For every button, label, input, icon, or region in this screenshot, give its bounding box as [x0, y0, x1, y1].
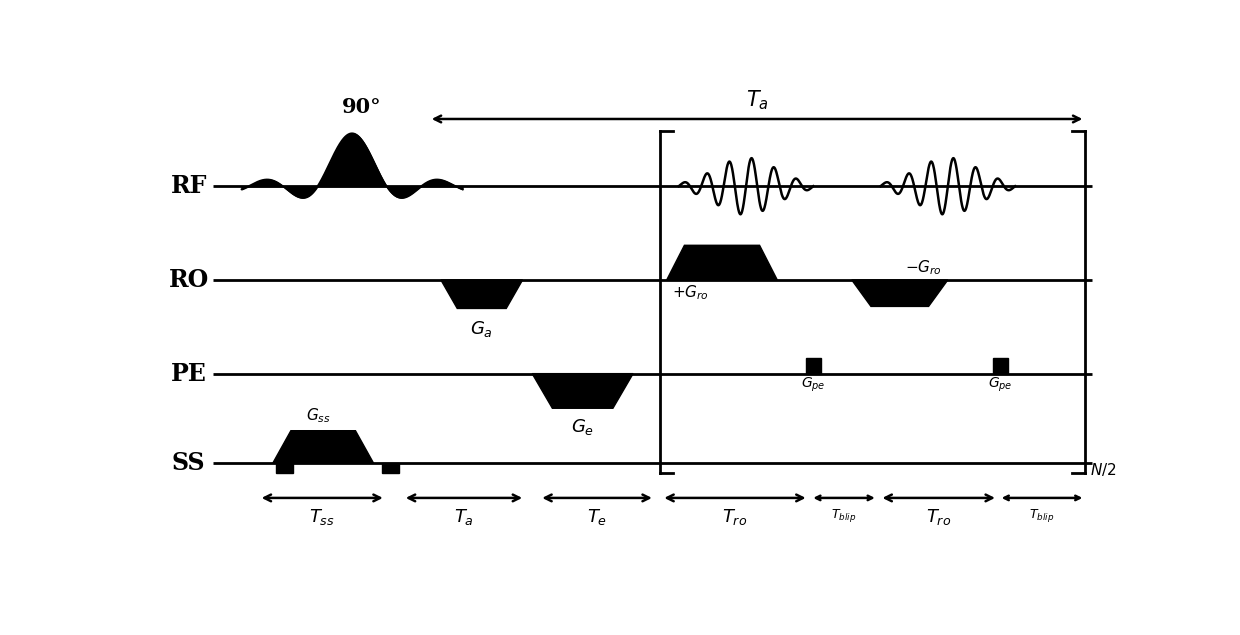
Polygon shape	[277, 464, 294, 474]
Text: $G_{ss}$: $G_{ss}$	[306, 406, 331, 425]
Text: PE: PE	[171, 362, 207, 385]
Polygon shape	[532, 373, 634, 408]
Text: $T_{ss}$: $T_{ss}$	[309, 507, 335, 527]
Text: $+G_{ro}$: $+G_{ro}$	[672, 283, 709, 302]
Text: RF: RF	[170, 174, 207, 198]
Text: $G_a$: $G_a$	[470, 319, 494, 338]
Polygon shape	[852, 280, 947, 307]
Text: $-G_{ro}$: $-G_{ro}$	[905, 258, 941, 277]
Text: $T_{ro}$: $T_{ro}$	[723, 507, 748, 527]
Polygon shape	[382, 464, 399, 474]
Polygon shape	[993, 358, 1008, 373]
Text: $T_{blip}$: $T_{blip}$	[832, 507, 857, 524]
Text: $T_{ro}$: $T_{ro}$	[926, 507, 951, 527]
Text: $T_a$: $T_a$	[745, 88, 769, 112]
Polygon shape	[806, 358, 821, 373]
Polygon shape	[441, 280, 522, 309]
Text: 90°: 90°	[342, 97, 382, 117]
Text: RO: RO	[169, 268, 208, 292]
Text: $G_{pe}$: $G_{pe}$	[988, 376, 1013, 394]
Text: $N/2$: $N/2$	[1090, 461, 1116, 478]
Text: SS: SS	[172, 451, 206, 475]
Text: $T_e$: $T_e$	[587, 507, 608, 527]
Text: $T_{blip}$: $T_{blip}$	[1029, 507, 1054, 524]
Polygon shape	[667, 245, 777, 280]
Text: $G_e$: $G_e$	[572, 417, 594, 438]
Polygon shape	[273, 431, 373, 464]
Text: $G_{pe}$: $G_{pe}$	[801, 376, 826, 394]
Text: $T_a$: $T_a$	[454, 507, 474, 527]
